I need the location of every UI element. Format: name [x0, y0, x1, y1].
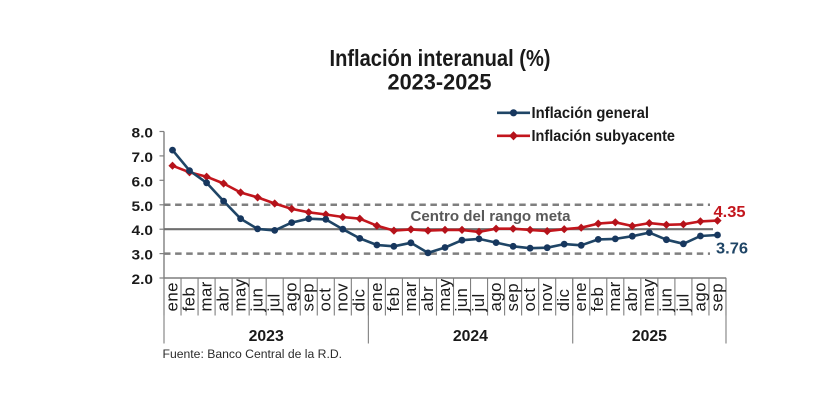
svg-text:2024: 2024	[453, 328, 488, 345]
svg-text:jul: jul	[469, 293, 488, 312]
svg-text:Inflación general: Inflación general	[532, 105, 650, 122]
svg-text:8.0: 8.0	[132, 125, 154, 141]
svg-text:abr: abr	[418, 286, 437, 312]
svg-text:dic: dic	[554, 289, 573, 312]
svg-text:sep: sep	[503, 283, 522, 312]
svg-text:jun: jun	[656, 288, 675, 313]
svg-text:ene: ene	[571, 282, 590, 312]
svg-text:Centro del rango meta: Centro del rango meta	[411, 208, 572, 225]
svg-text:sep: sep	[299, 283, 318, 312]
svg-text:jun: jun	[248, 288, 267, 313]
svg-text:3.76: 3.76	[716, 241, 748, 258]
svg-text:Fuente: Banco Central de la R.: Fuente: Banco Central de la R.D.	[163, 347, 343, 361]
svg-text:ene: ene	[367, 282, 386, 312]
svg-text:2023: 2023	[249, 328, 284, 345]
svg-text:7.0: 7.0	[132, 149, 154, 165]
svg-text:Inflación subyacente: Inflación subyacente	[532, 128, 676, 145]
svg-text:ene: ene	[162, 282, 181, 312]
svg-text:feb: feb	[588, 287, 607, 312]
svg-text:ago: ago	[486, 282, 505, 312]
svg-text:dic: dic	[350, 289, 369, 312]
svg-text:mar: mar	[197, 281, 216, 311]
svg-text:2025: 2025	[632, 328, 667, 345]
svg-text:6.0: 6.0	[132, 173, 154, 189]
svg-text:mar: mar	[605, 281, 624, 311]
svg-text:sep: sep	[707, 283, 726, 312]
svg-text:jul: jul	[673, 293, 692, 312]
svg-text:mar: mar	[401, 281, 420, 311]
svg-text:Inflación interanual (%): Inflación interanual (%)	[330, 45, 551, 71]
svg-text:feb: feb	[179, 287, 198, 312]
svg-text:ago: ago	[690, 282, 709, 312]
svg-text:feb: feb	[384, 287, 403, 312]
svg-text:3.0: 3.0	[132, 247, 154, 263]
svg-text:4.0: 4.0	[132, 222, 154, 238]
svg-text:oct: oct	[520, 288, 539, 312]
svg-text:2023-2025: 2023-2025	[388, 70, 492, 95]
svg-text:oct: oct	[316, 288, 335, 312]
svg-text:jun: jun	[452, 288, 471, 313]
svg-text:may: may	[231, 278, 250, 311]
svg-text:abr: abr	[214, 286, 233, 312]
svg-text:ago: ago	[282, 282, 301, 312]
svg-text:5.0: 5.0	[132, 198, 154, 214]
svg-text:jul: jul	[265, 293, 284, 312]
svg-text:may: may	[639, 278, 658, 311]
svg-text:nov: nov	[537, 283, 556, 312]
svg-text:nov: nov	[333, 283, 352, 312]
svg-text:2.0: 2.0	[132, 271, 154, 287]
svg-text:4.35: 4.35	[714, 204, 746, 221]
svg-text:abr: abr	[622, 286, 641, 312]
svg-text:may: may	[435, 278, 454, 311]
